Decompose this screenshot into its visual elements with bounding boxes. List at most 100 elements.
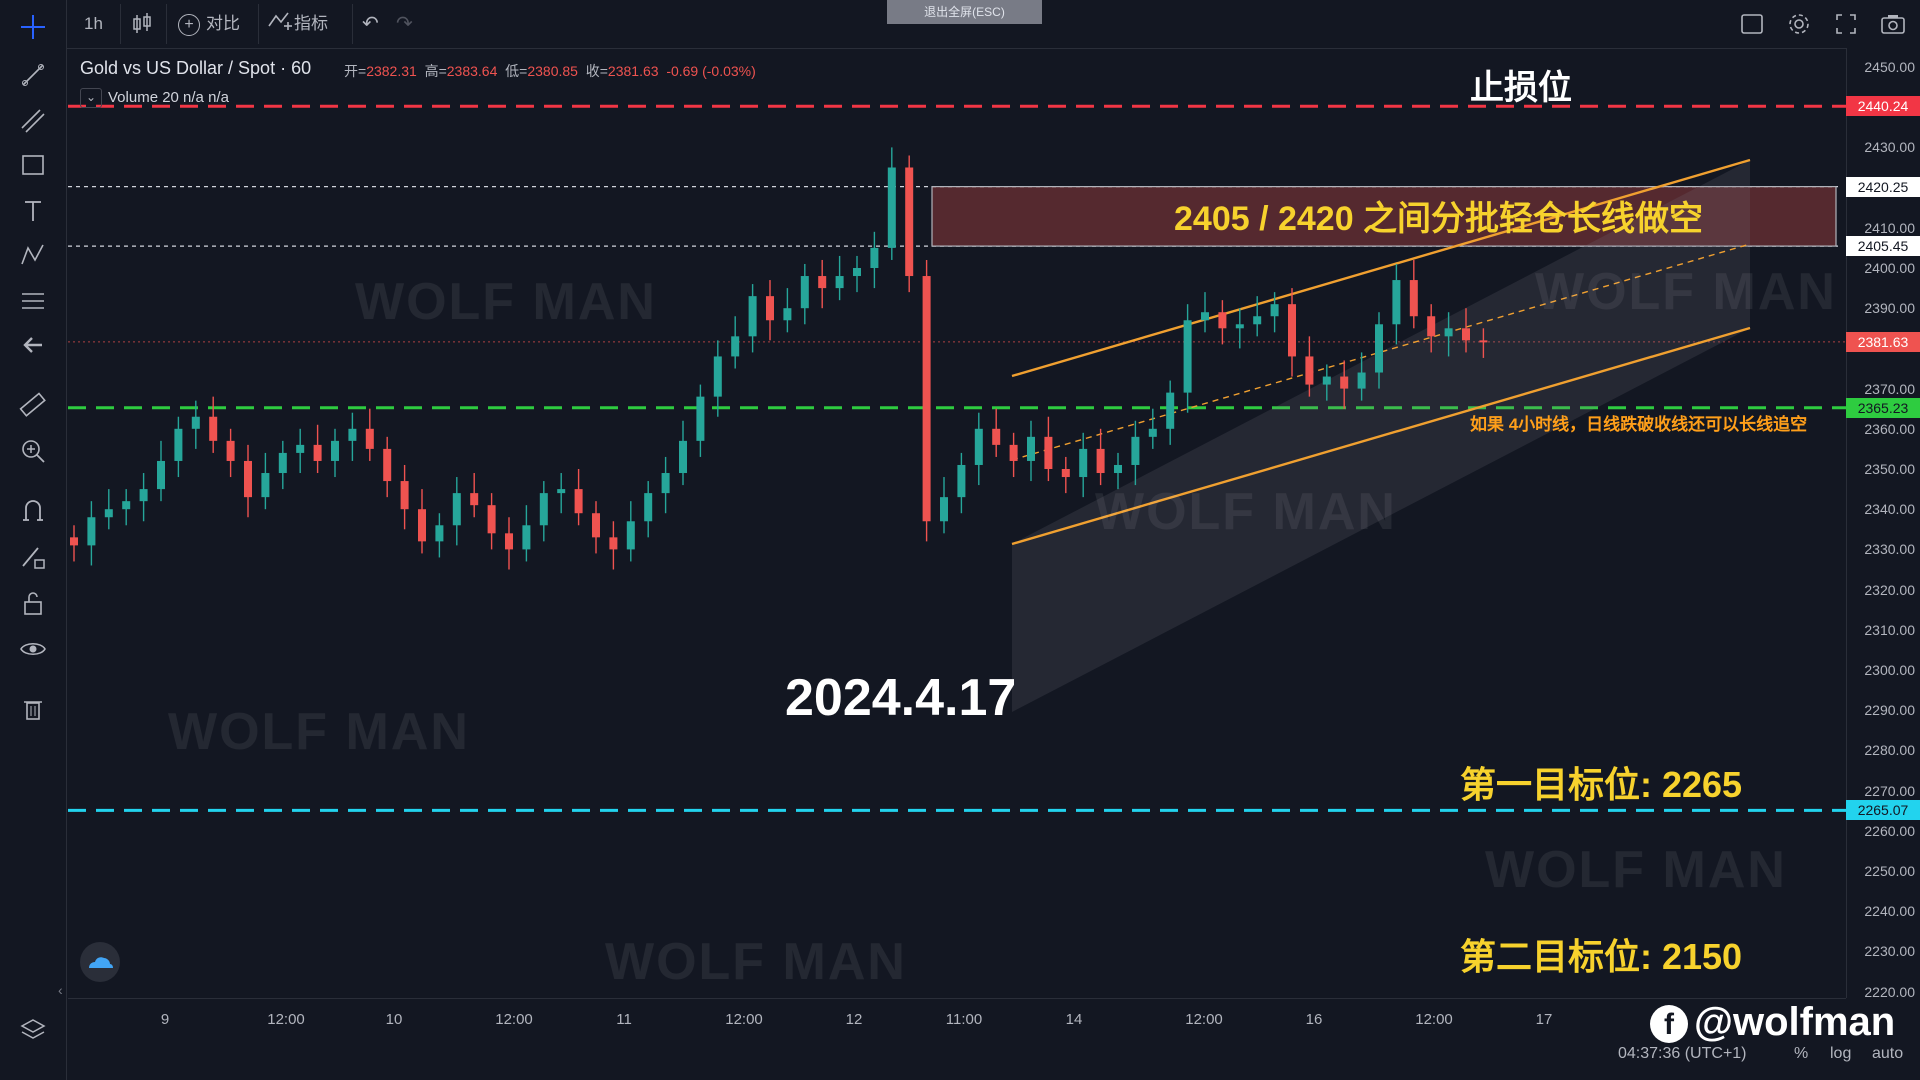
collapse-legend-icon[interactable]: ⌄ — [80, 88, 102, 108]
unlock-icon[interactable] — [18, 588, 48, 618]
time-tick: 17 — [1535, 1011, 1553, 1028]
volume-legend: ⌄ Volume 20 n/a n/a — [80, 88, 229, 108]
log-toggle[interactable]: log — [1830, 1045, 1852, 1062]
candle-body — [609, 537, 618, 550]
layout-icon[interactable] — [1740, 10, 1764, 38]
price-tick: 2430.00 — [1864, 139, 1915, 156]
undo-icon[interactable]: ↶ — [362, 13, 379, 35]
candle-body — [626, 521, 635, 550]
candle-body — [905, 167, 914, 277]
candle-body — [713, 356, 722, 397]
fullscreen-icon[interactable] — [1834, 10, 1858, 38]
indicators-button[interactable]: 指标 — [268, 10, 328, 38]
price-tick: 2290.00 — [1864, 702, 1915, 719]
price-chart[interactable] — [68, 48, 1846, 998]
candle-body — [1340, 376, 1349, 389]
percent-toggle[interactable]: % — [1794, 1045, 1809, 1062]
close-label: 收= — [585, 63, 608, 79]
candle-body — [244, 460, 252, 498]
zoom-in-icon[interactable] — [18, 436, 48, 466]
facebook-icon: f — [1650, 1005, 1688, 1044]
candle-body — [853, 268, 861, 277]
watermark: WOLF MAN — [168, 703, 470, 761]
crosshair-icon[interactable] — [18, 12, 48, 42]
camera-icon[interactable] — [1880, 10, 1906, 38]
ruler-icon[interactable] — [18, 390, 48, 420]
time-tick: 12:00 — [267, 1011, 305, 1028]
candle-body — [1235, 324, 1244, 329]
candle-body — [122, 501, 131, 510]
ohlc-values: 开=2382.31 高=2383.64 低=2380.85 收=2381.63 … — [344, 61, 756, 81]
trendline-icon[interactable] — [18, 60, 48, 90]
high-value: 2383.64 — [446, 63, 498, 79]
candle-body — [1009, 444, 1018, 461]
forecast-tool-icon[interactable] — [18, 286, 48, 316]
eye-icon[interactable] — [18, 634, 48, 664]
candle-body — [383, 448, 392, 482]
candle-body — [783, 308, 792, 321]
price-tick: 2400.00 — [1864, 260, 1915, 276]
cloud-logo-icon[interactable] — [80, 942, 120, 982]
redo-icon[interactable]: ↷ — [396, 13, 413, 35]
candle-body — [174, 428, 183, 461]
target1-label: 第一目标位: 2265 — [1460, 764, 1743, 805]
candle-body — [1131, 436, 1140, 465]
magnet-icon[interactable] — [18, 496, 48, 526]
candle-body — [870, 247, 879, 268]
layers-icon[interactable] — [18, 1015, 48, 1045]
candle-body — [261, 473, 270, 498]
candle-body — [696, 396, 705, 441]
compare-button[interactable]: + 对比 — [178, 10, 240, 38]
interval-button[interactable]: 1h — [84, 14, 103, 33]
watermark: WOLF MAN — [1485, 841, 1787, 899]
lock-drawing-icon[interactable] — [18, 542, 48, 572]
candle-body — [887, 167, 896, 248]
time-tick: 16 — [1305, 1011, 1323, 1028]
candle-body — [87, 517, 96, 546]
candle-body — [522, 525, 531, 550]
candle-body — [1201, 312, 1209, 321]
price-badge-target: 2265.07 — [1846, 800, 1920, 821]
candle-body — [313, 444, 322, 461]
auto-toggle[interactable]: auto — [1872, 1045, 1904, 1062]
time-tick: 11:00 — [945, 1011, 983, 1028]
candle-body — [1183, 320, 1192, 393]
candles-icon[interactable] — [130, 10, 154, 38]
candle-body — [1270, 304, 1279, 317]
toolbar-divider — [352, 4, 353, 44]
pattern-tool-icon[interactable] — [18, 240, 48, 270]
price-badge-zone-top: 2420.25 — [1846, 176, 1920, 197]
candle-body — [679, 440, 687, 474]
back-arrow-icon[interactable] — [18, 330, 48, 360]
candle-body — [1305, 356, 1314, 385]
candle-body — [1166, 392, 1175, 429]
price-tick: 2270.00 — [1864, 782, 1915, 799]
candle-body — [1462, 328, 1470, 341]
time-tick: 11 — [616, 1011, 632, 1028]
plus-circle-icon: + — [178, 13, 200, 36]
trash-icon[interactable] — [18, 694, 48, 724]
drawing-toolbar: ‹ — [0, 0, 67, 1080]
candle-body — [644, 493, 653, 522]
gear-icon[interactable] — [1786, 10, 1812, 38]
low-value: 2380.85 — [527, 63, 578, 79]
candle-body — [818, 276, 827, 289]
time-axis[interactable]: 9 12:00 10 12:00 11 12:00 12 11:00 14 12:00 16 12:0… — [68, 998, 1846, 1039]
exit-fullscreen-banner[interactable]: 退出全屏(ESC) — [887, 0, 1042, 24]
price-badge-support: 2365.23 — [1846, 397, 1920, 418]
time-tick: 12:00 — [495, 1011, 533, 1028]
candle-body — [1061, 469, 1070, 478]
candle-body — [452, 493, 461, 526]
collapse-panel-icon[interactable]: ‹ — [58, 982, 63, 998]
clock-readout: 04:37:36 (UTC+1) — [1618, 1045, 1747, 1062]
indicator-icon — [268, 10, 294, 39]
price-tick: 2220.00 — [1864, 983, 1915, 1000]
price-axis[interactable]: 2450.00 2430.00 2410.00 2400.00 2390.00 2370.… — [1846, 48, 1920, 1000]
open-value: 2382.31 — [366, 63, 417, 79]
text-tool-icon[interactable] — [18, 196, 48, 226]
price-badge-last: 2381.63 — [1846, 331, 1920, 352]
candle-body — [278, 452, 287, 474]
rectangle-tool-icon[interactable] — [18, 150, 48, 180]
fib-tool-icon[interactable] — [18, 106, 48, 136]
symbol-title[interactable]: Gold vs US Dollar / Spot · 60 — [80, 58, 312, 78]
